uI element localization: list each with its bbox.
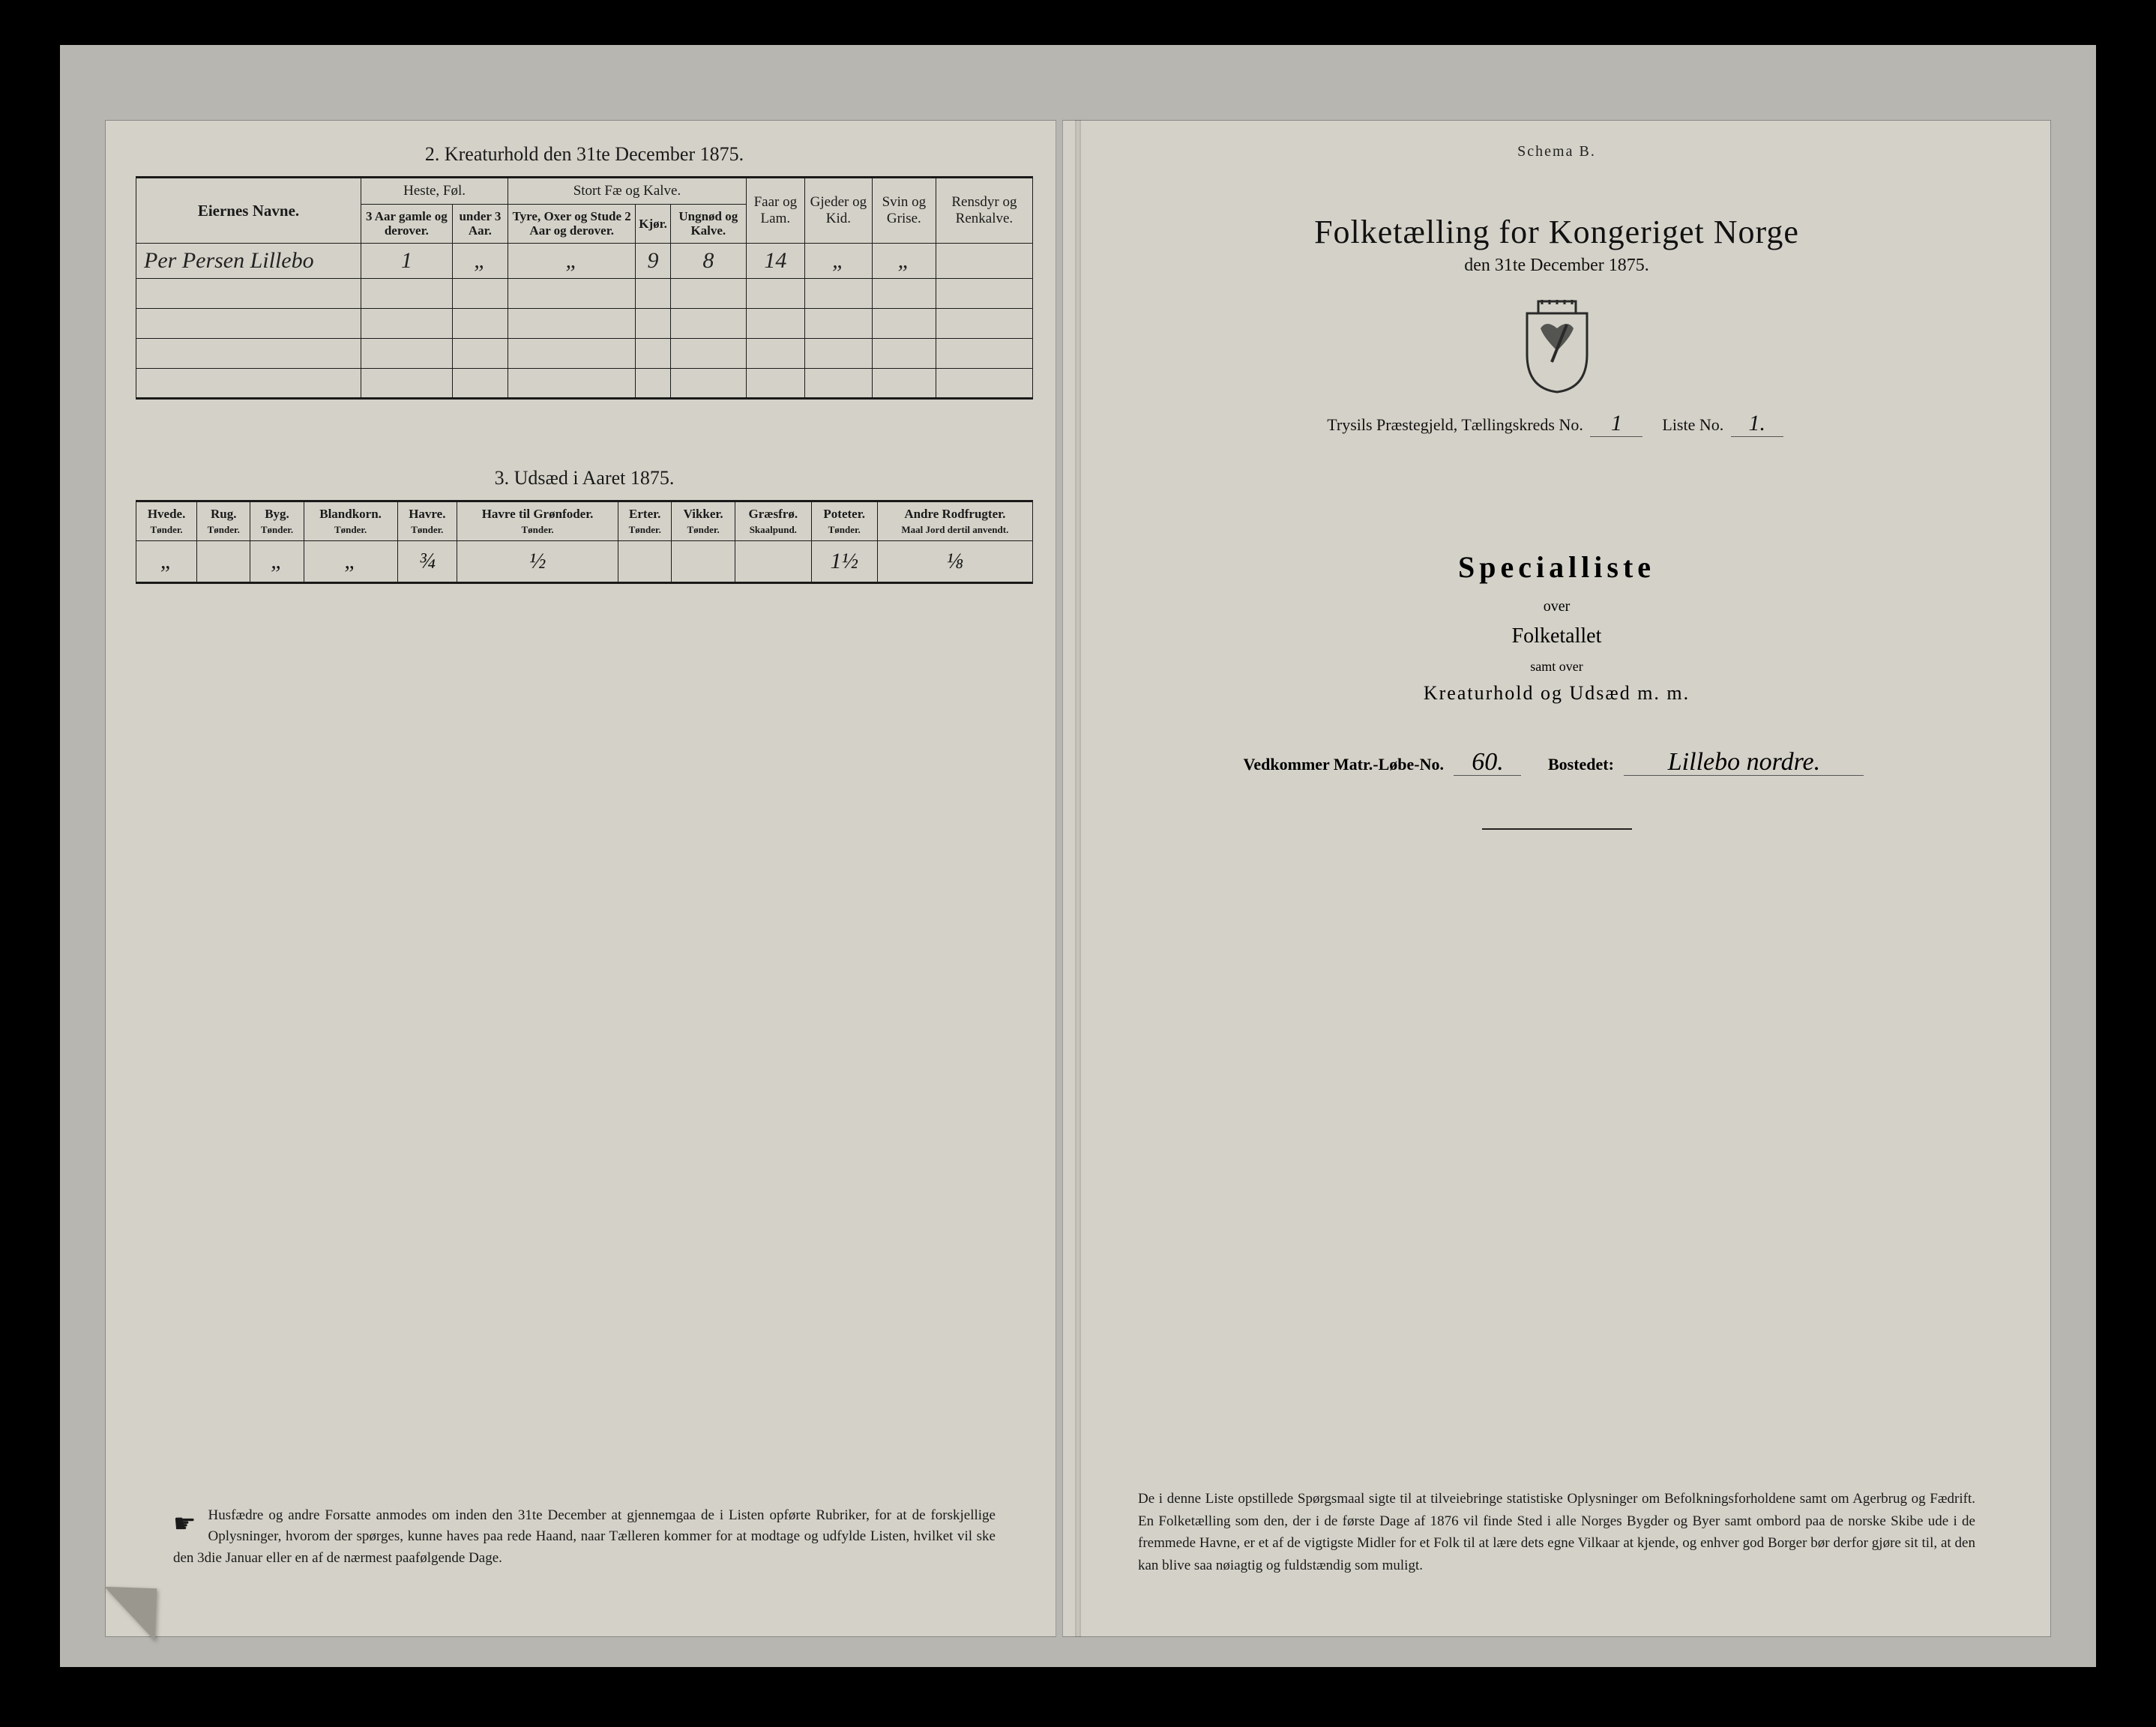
cell-heste-a: 1 <box>361 243 453 279</box>
right-page: Schema B. Folketælling for Kongeriget No… <box>1062 120 2051 1637</box>
sub-stort-a: Tyre, Oxer og Stude 2 Aar og derover. <box>508 204 636 243</box>
c-erter <box>618 540 672 582</box>
table-row <box>136 309 361 339</box>
sub-heste-b: under 3 Aar. <box>452 204 508 243</box>
c-byg: „ <box>250 540 304 582</box>
col-owner: Eiernes Navne. <box>136 178 361 244</box>
scan-background: 2. Kreaturhold den 31te December 1875. E… <box>60 45 2096 1667</box>
liste-no: 1. <box>1731 411 1783 437</box>
c-bland: „ <box>304 540 397 582</box>
section2-title: 2. Kreaturhold den 31te December 1875. <box>136 143 1033 166</box>
right-paragraph: De i denne Liste opstillede Spørgsmaal s… <box>1138 1488 1975 1576</box>
h-erter: Erter.Tønder. <box>618 501 672 540</box>
grp-svin: Svin og Grise. <box>872 178 936 244</box>
c-poteter: 1½ <box>811 540 877 582</box>
main-title: Folketælling for Kongeriget Norge <box>1108 213 2005 251</box>
bostedet-label: Bostedet: <box>1548 755 1614 774</box>
parish-label: Trysils Præstegjeld, Tællingskreds No. <box>1327 415 1583 434</box>
livestock-table: Eiernes Navne. Heste, Føl. Stort Fæ og K… <box>136 176 1033 400</box>
grp-faar: Faar og Lam. <box>746 178 804 244</box>
sub-heste-a: 3 Aar gamle og derover. <box>361 204 453 243</box>
grp-heste: Heste, Føl. <box>361 178 508 205</box>
left-page: 2. Kreaturhold den 31te December 1875. E… <box>105 120 1056 1637</box>
h-gras: Græsfrø.Skaalpund. <box>735 501 811 540</box>
c-havre: ¾ <box>397 540 457 582</box>
table-row <box>136 279 361 309</box>
grp-gjeder: Gjeder og Kid. <box>804 178 872 244</box>
cell-stort-a: „ <box>508 243 636 279</box>
cell-svin: „ <box>872 243 936 279</box>
page-fold <box>1075 120 1081 1637</box>
pointing-hand-icon: ☛ <box>173 1505 196 1543</box>
h-rug: Rug.Tønder. <box>197 501 250 540</box>
matr-line: Vedkommer Matr.-Løbe-No. 60. Bostedet: L… <box>1108 750 2005 776</box>
sub-stort-c: Ungnød og Kalve. <box>670 204 746 243</box>
cell-heste-b: „ <box>452 243 508 279</box>
grp-rensdyr: Rensdyr og Renkalve. <box>936 178 1032 244</box>
parish-line: Trysils Præstegjeld, Tællingskreds No. 1… <box>1108 411 2005 437</box>
sub-stort-b: Kjør. <box>636 204 671 243</box>
h-byg: Byg.Tønder. <box>250 501 304 540</box>
folketallet-label: Folketallet <box>1108 624 2005 648</box>
c-hvede: „ <box>136 540 197 582</box>
cell-rensdyr <box>936 243 1032 279</box>
page-dogear <box>103 1587 157 1641</box>
coat-of-arms-icon <box>1516 298 1598 396</box>
section3-title: 3. Udsæd i Aaret 1875. <box>136 467 1033 489</box>
cell-faar: 14 <box>746 243 804 279</box>
h-havre: Havre.Tønder. <box>397 501 457 540</box>
instruction-paragraph: ☛ Husfædre og andre Forsatte anmodes om … <box>173 1505 996 1570</box>
grp-stort: Stort Fæ og Kalve. <box>508 178 747 205</box>
divider-rule <box>1482 828 1632 830</box>
table-row <box>136 369 361 399</box>
over-label: over <box>1108 598 2005 615</box>
cell-stort-b: 9 <box>636 243 671 279</box>
h-poteter: Poteter.Tønder. <box>811 501 877 540</box>
matr-label: Vedkommer Matr.-Løbe-No. <box>1244 755 1444 774</box>
cell-gjeder: „ <box>804 243 872 279</box>
bostedet-value: Lillebo nordre. <box>1624 750 1864 776</box>
instruction-text: Husfædre og andre Forsatte anmodes om in… <box>173 1507 996 1566</box>
schema-label: Schema B. <box>1108 143 2005 160</box>
seed-table: Hvede.Tønder. Rug.Tønder. Byg.Tønder. Bl… <box>136 500 1033 583</box>
c-rug <box>197 540 250 582</box>
liste-label: Liste No. <box>1662 415 1723 434</box>
h-havregr: Havre til Grønfoder.Tønder. <box>457 501 618 540</box>
specialliste-title: Specialliste <box>1108 549 2005 585</box>
h-vikker: Vikker.Tønder. <box>672 501 735 540</box>
kreds-no: 1 <box>1590 411 1642 437</box>
c-gras <box>735 540 811 582</box>
cell-owner: Per Persen Lillebo <box>136 243 361 279</box>
h-bland: Blandkorn.Tønder. <box>304 501 397 540</box>
h-hvede: Hvede.Tønder. <box>136 501 197 540</box>
c-havregr: ½ <box>457 540 618 582</box>
c-andre: ⅛ <box>877 540 1032 582</box>
kreatur-label: Kreaturhold og Udsæd m. m. <box>1108 682 2005 705</box>
c-vikker <box>672 540 735 582</box>
samtover-label: samt over <box>1108 659 2005 675</box>
matr-no: 60. <box>1454 750 1521 776</box>
table-row <box>136 339 361 369</box>
h-andre: Andre Rodfrugter.Maal Jord dertil anvend… <box>877 501 1032 540</box>
scan-frame: 2. Kreaturhold den 31te December 1875. E… <box>0 0 2156 1727</box>
sub-date: den 31te December 1875. <box>1108 256 2005 276</box>
cell-stort-c: 8 <box>670 243 746 279</box>
